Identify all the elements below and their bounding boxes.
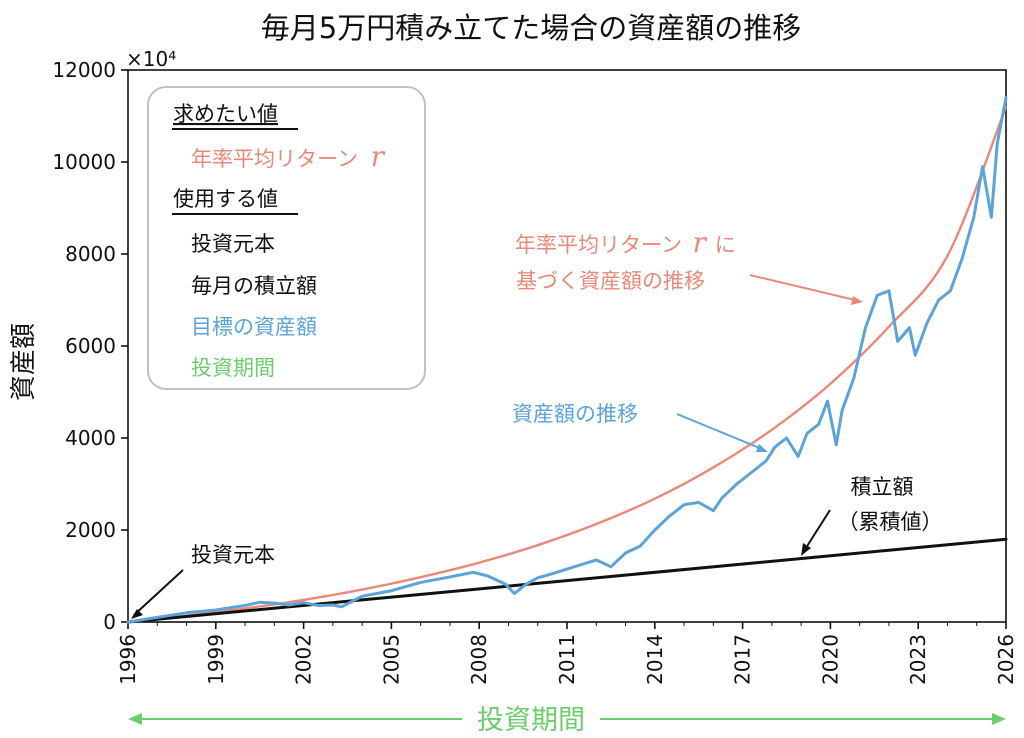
series-line-asset-series xyxy=(126,96,1008,624)
y-tick-label: 2000 xyxy=(65,518,116,542)
legend-frame xyxy=(147,86,426,390)
legend-used-item-principal: 投資元本 xyxy=(191,232,275,256)
y-scale-label: ×10⁴ xyxy=(126,47,176,71)
y-tick-label: 4000 xyxy=(65,426,116,450)
annotation-cumulative-line2: （累積値） xyxy=(838,510,943,534)
legend-used-item-monthly: 毎月の積立額 xyxy=(191,274,317,298)
annotation-principal: 投資元本 xyxy=(131,543,275,619)
y-tick-label: 6000 xyxy=(65,334,116,358)
annotation-asset-path-label: 資産額の推移 xyxy=(512,402,638,426)
annotation-asset-path-arrowhead xyxy=(756,444,768,452)
annotation-return-curve: 年率平均リターン r に 基づく資産額の推移 xyxy=(515,226,863,305)
period-span-arrowhead-right xyxy=(992,713,1006,725)
x-tick-label: 2023 xyxy=(906,634,930,685)
annotation-return-curve-label: 年率平均リターン xyxy=(515,233,682,257)
legend-target-item: 年率平均リターン r xyxy=(191,140,386,173)
x-tick-label: 2014 xyxy=(643,634,667,685)
legend-target-symbol: r xyxy=(371,140,386,173)
y-axis-ticks: 0 2000 4000 6000 8000 10000 12000 xyxy=(52,58,128,634)
annotation-principal-arrowhead xyxy=(131,609,143,619)
series-line-cumulative xyxy=(126,537,1008,624)
annotation-return-curve-suffix: に xyxy=(715,233,736,257)
annotation-cumulative-line1: 積立額 xyxy=(851,475,914,499)
x-tick-label: 1996 xyxy=(116,634,140,685)
annotation-return-curve-line1: 年率平均リターン r に xyxy=(515,226,736,259)
annotation-return-curve-symbol: r xyxy=(693,226,708,259)
y-tick-label: 0 xyxy=(103,610,116,634)
legend-heading-target: 求めたい値 xyxy=(173,102,278,126)
legend-heading-used: 使用する値 xyxy=(173,187,278,211)
annotation-principal-label: 投資元本 xyxy=(191,543,275,567)
annotation-asset-path: 資産額の推移 xyxy=(512,402,768,452)
legend-target-label: 年率平均リターン xyxy=(191,147,358,171)
series-layer xyxy=(126,96,1008,624)
annotation-return-curve-arrowhead xyxy=(851,296,863,305)
legend-used-item-target: 目標の資産額 xyxy=(191,315,317,339)
y-tick-label: 12000 xyxy=(52,58,116,82)
annotation-cumulative-arrowhead xyxy=(801,543,811,556)
x-tick-label: 2011 xyxy=(555,634,579,685)
investment-period-span: 投資期間 xyxy=(128,705,1006,736)
chart-title: 毎月5万円積み立てた場合の資産額の推移 xyxy=(261,11,801,45)
period-span-label: 投資期間 xyxy=(477,705,585,736)
x-tick-label: 2002 xyxy=(292,634,316,685)
legend-box: 求めたい値 年率平均リターン r 使用する値 投資元本 毎月の積立額 目標の資産… xyxy=(147,86,426,390)
x-tick-label: 2020 xyxy=(818,634,842,685)
annotation-principal-arrow xyxy=(133,569,184,616)
annotation-cumulative: 積立額 （累積値） xyxy=(801,475,943,556)
x-tick-label: 1999 xyxy=(204,634,228,685)
annotation-return-curve-arrow xyxy=(749,274,856,301)
annotation-return-curve-line2: 基づく資産額の推移 xyxy=(516,269,705,293)
x-axis-ticks: 1996 1999 2002 2005 2008 2011 2014 2017 2020 2023… xyxy=(116,622,1018,685)
y-tick-label: 8000 xyxy=(65,242,116,266)
x-tick-label: 2026 xyxy=(994,634,1018,685)
x-tick-label: 2017 xyxy=(731,634,755,685)
y-axis-label: 資産額 xyxy=(9,323,39,401)
series-line-return-curve xyxy=(126,105,1008,624)
x-tick-label: 2005 xyxy=(379,634,403,685)
annotation-asset-path-arrow xyxy=(676,413,763,450)
legend-used-item-period: 投資期間 xyxy=(191,356,275,380)
y-tick-label: 10000 xyxy=(52,150,116,174)
annotation-cumulative-arrow xyxy=(803,509,831,552)
period-span-arrowhead-left xyxy=(128,713,142,725)
x-tick-label: 2008 xyxy=(467,634,491,685)
